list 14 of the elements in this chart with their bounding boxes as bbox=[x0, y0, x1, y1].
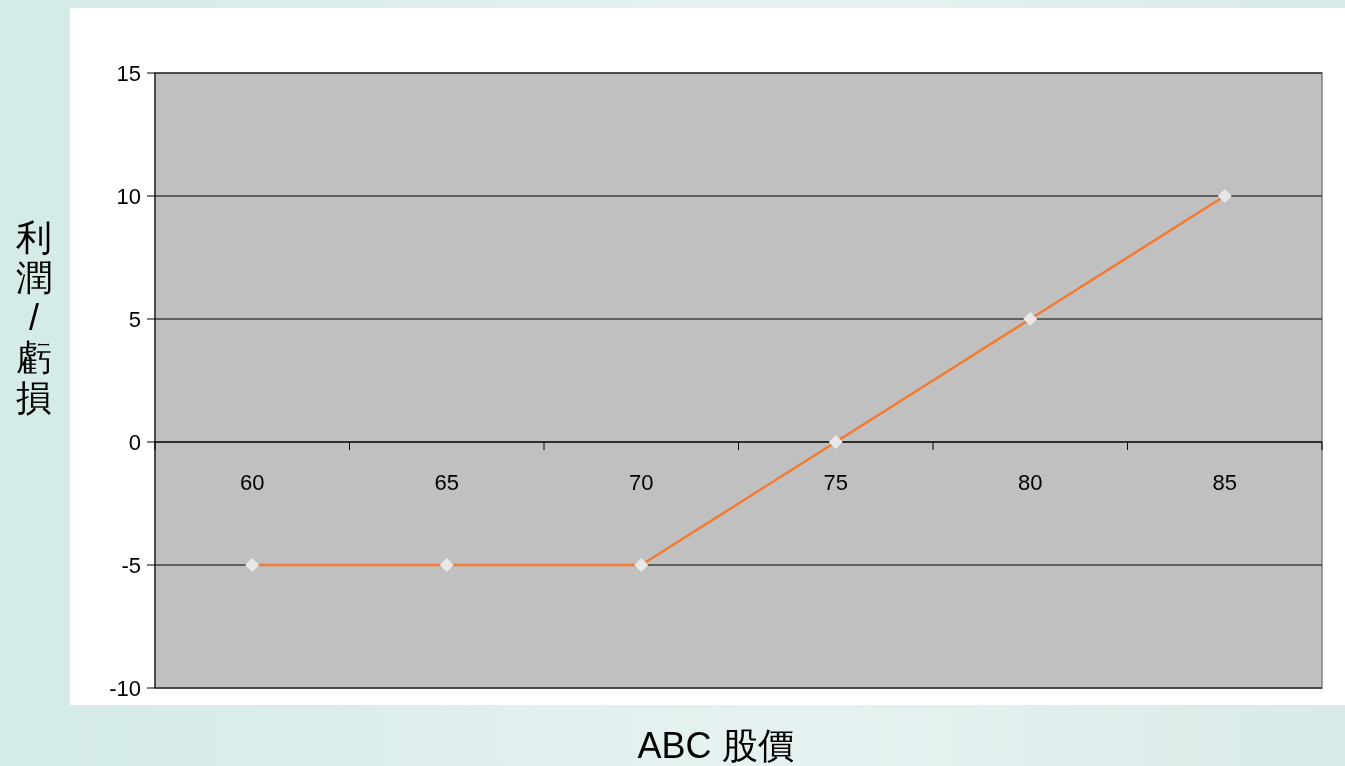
x-tick-label: 80 bbox=[1018, 470, 1043, 495]
x-tick-label: 60 bbox=[240, 470, 265, 495]
y-tick-label: 0 bbox=[128, 430, 141, 455]
y-axis-title: 利潤/虧損 bbox=[16, 217, 52, 418]
y-tick-label: 10 bbox=[116, 184, 141, 209]
y-tick-label: -10 bbox=[109, 676, 141, 701]
y-tick-label: -5 bbox=[121, 553, 141, 578]
y-tick-label: 15 bbox=[116, 61, 141, 86]
x-tick-label: 75 bbox=[823, 470, 848, 495]
x-axis-title: ABC 股價 bbox=[637, 725, 794, 766]
x-tick-label: 85 bbox=[1212, 470, 1237, 495]
x-tick-label: 70 bbox=[629, 470, 654, 495]
y-tick-label: 5 bbox=[128, 307, 141, 332]
x-tick-label: 65 bbox=[434, 470, 459, 495]
